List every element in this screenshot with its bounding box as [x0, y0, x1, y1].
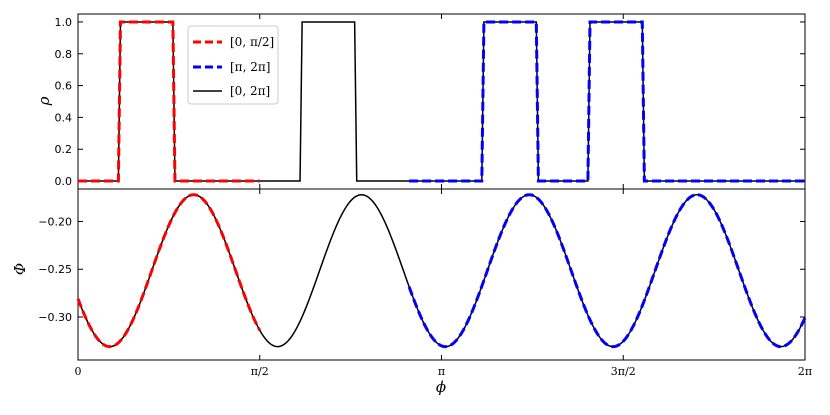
rho-y-tick-label: 1.0 — [55, 16, 73, 29]
phi-series-line — [407, 193, 807, 349]
phi-y-ticks: −0.30 −0.25 −0.20 — [38, 215, 805, 324]
rho-y-tick-label: 0.4 — [55, 111, 73, 124]
rho-series-line — [78, 21, 805, 182]
rho-panel: 0.0 0.2 0.4 0.6 0.8 1.0 ρ [0, π/2] [π, 2π] [0… — [35, 13, 806, 190]
rho-y-tick-label: 0.0 — [55, 175, 73, 188]
rho-y-tick-label: 0.2 — [55, 143, 73, 156]
phi-axis-label: Φ — [11, 263, 29, 275]
legend: [0, π/2] [π, 2π] [0, 2π] — [187, 25, 279, 105]
phi-x-tick-label: 3π/2 — [611, 365, 636, 378]
phi-x-tick-label: π/2 — [251, 365, 269, 378]
rho-y-tick-label: 0.8 — [55, 48, 73, 61]
phi-x-tick-label: 2π — [798, 365, 812, 378]
phi-y-tick-label: −0.25 — [38, 263, 72, 276]
phi-panel: −0.30 −0.25 −0.20 0 π/2 π 3π/2 2π Φ ϕ — [11, 188, 812, 396]
phi-series-line — [77, 193, 806, 348]
legend-label-1: [π, 2π] — [230, 60, 270, 74]
rho-series — [78, 20, 805, 183]
legend-frame — [187, 25, 279, 105]
rho-x-ticks — [77, 14, 806, 189]
rho-y-tick-label: 0.6 — [55, 80, 73, 93]
rho-series-line — [78, 20, 260, 183]
rho-axis-label: ρ — [35, 96, 53, 106]
phi-y-tick-label: −0.20 — [38, 215, 72, 228]
phi-x-ticks: 0 π/2 π 3π/2 2π — [75, 189, 812, 378]
rho-y-ticks: 0.0 0.2 0.4 0.6 0.8 1.0 — [55, 16, 805, 188]
phi-axes-frame — [77, 188, 806, 361]
phi-series-line — [76, 193, 262, 349]
phi-x-tick-label: π — [438, 365, 445, 378]
rho-axes-frame — [77, 13, 806, 190]
rho-series-line — [409, 20, 805, 183]
legend-label-2: [0, 2π] — [230, 84, 270, 98]
x-axis-label: ϕ — [436, 378, 446, 396]
phi-series — [76, 193, 807, 349]
phi-x-tick-label: 0 — [75, 365, 82, 378]
phi-y-tick-label: −0.30 — [38, 311, 72, 324]
legend-label-0: [0, π/2] — [230, 35, 274, 49]
